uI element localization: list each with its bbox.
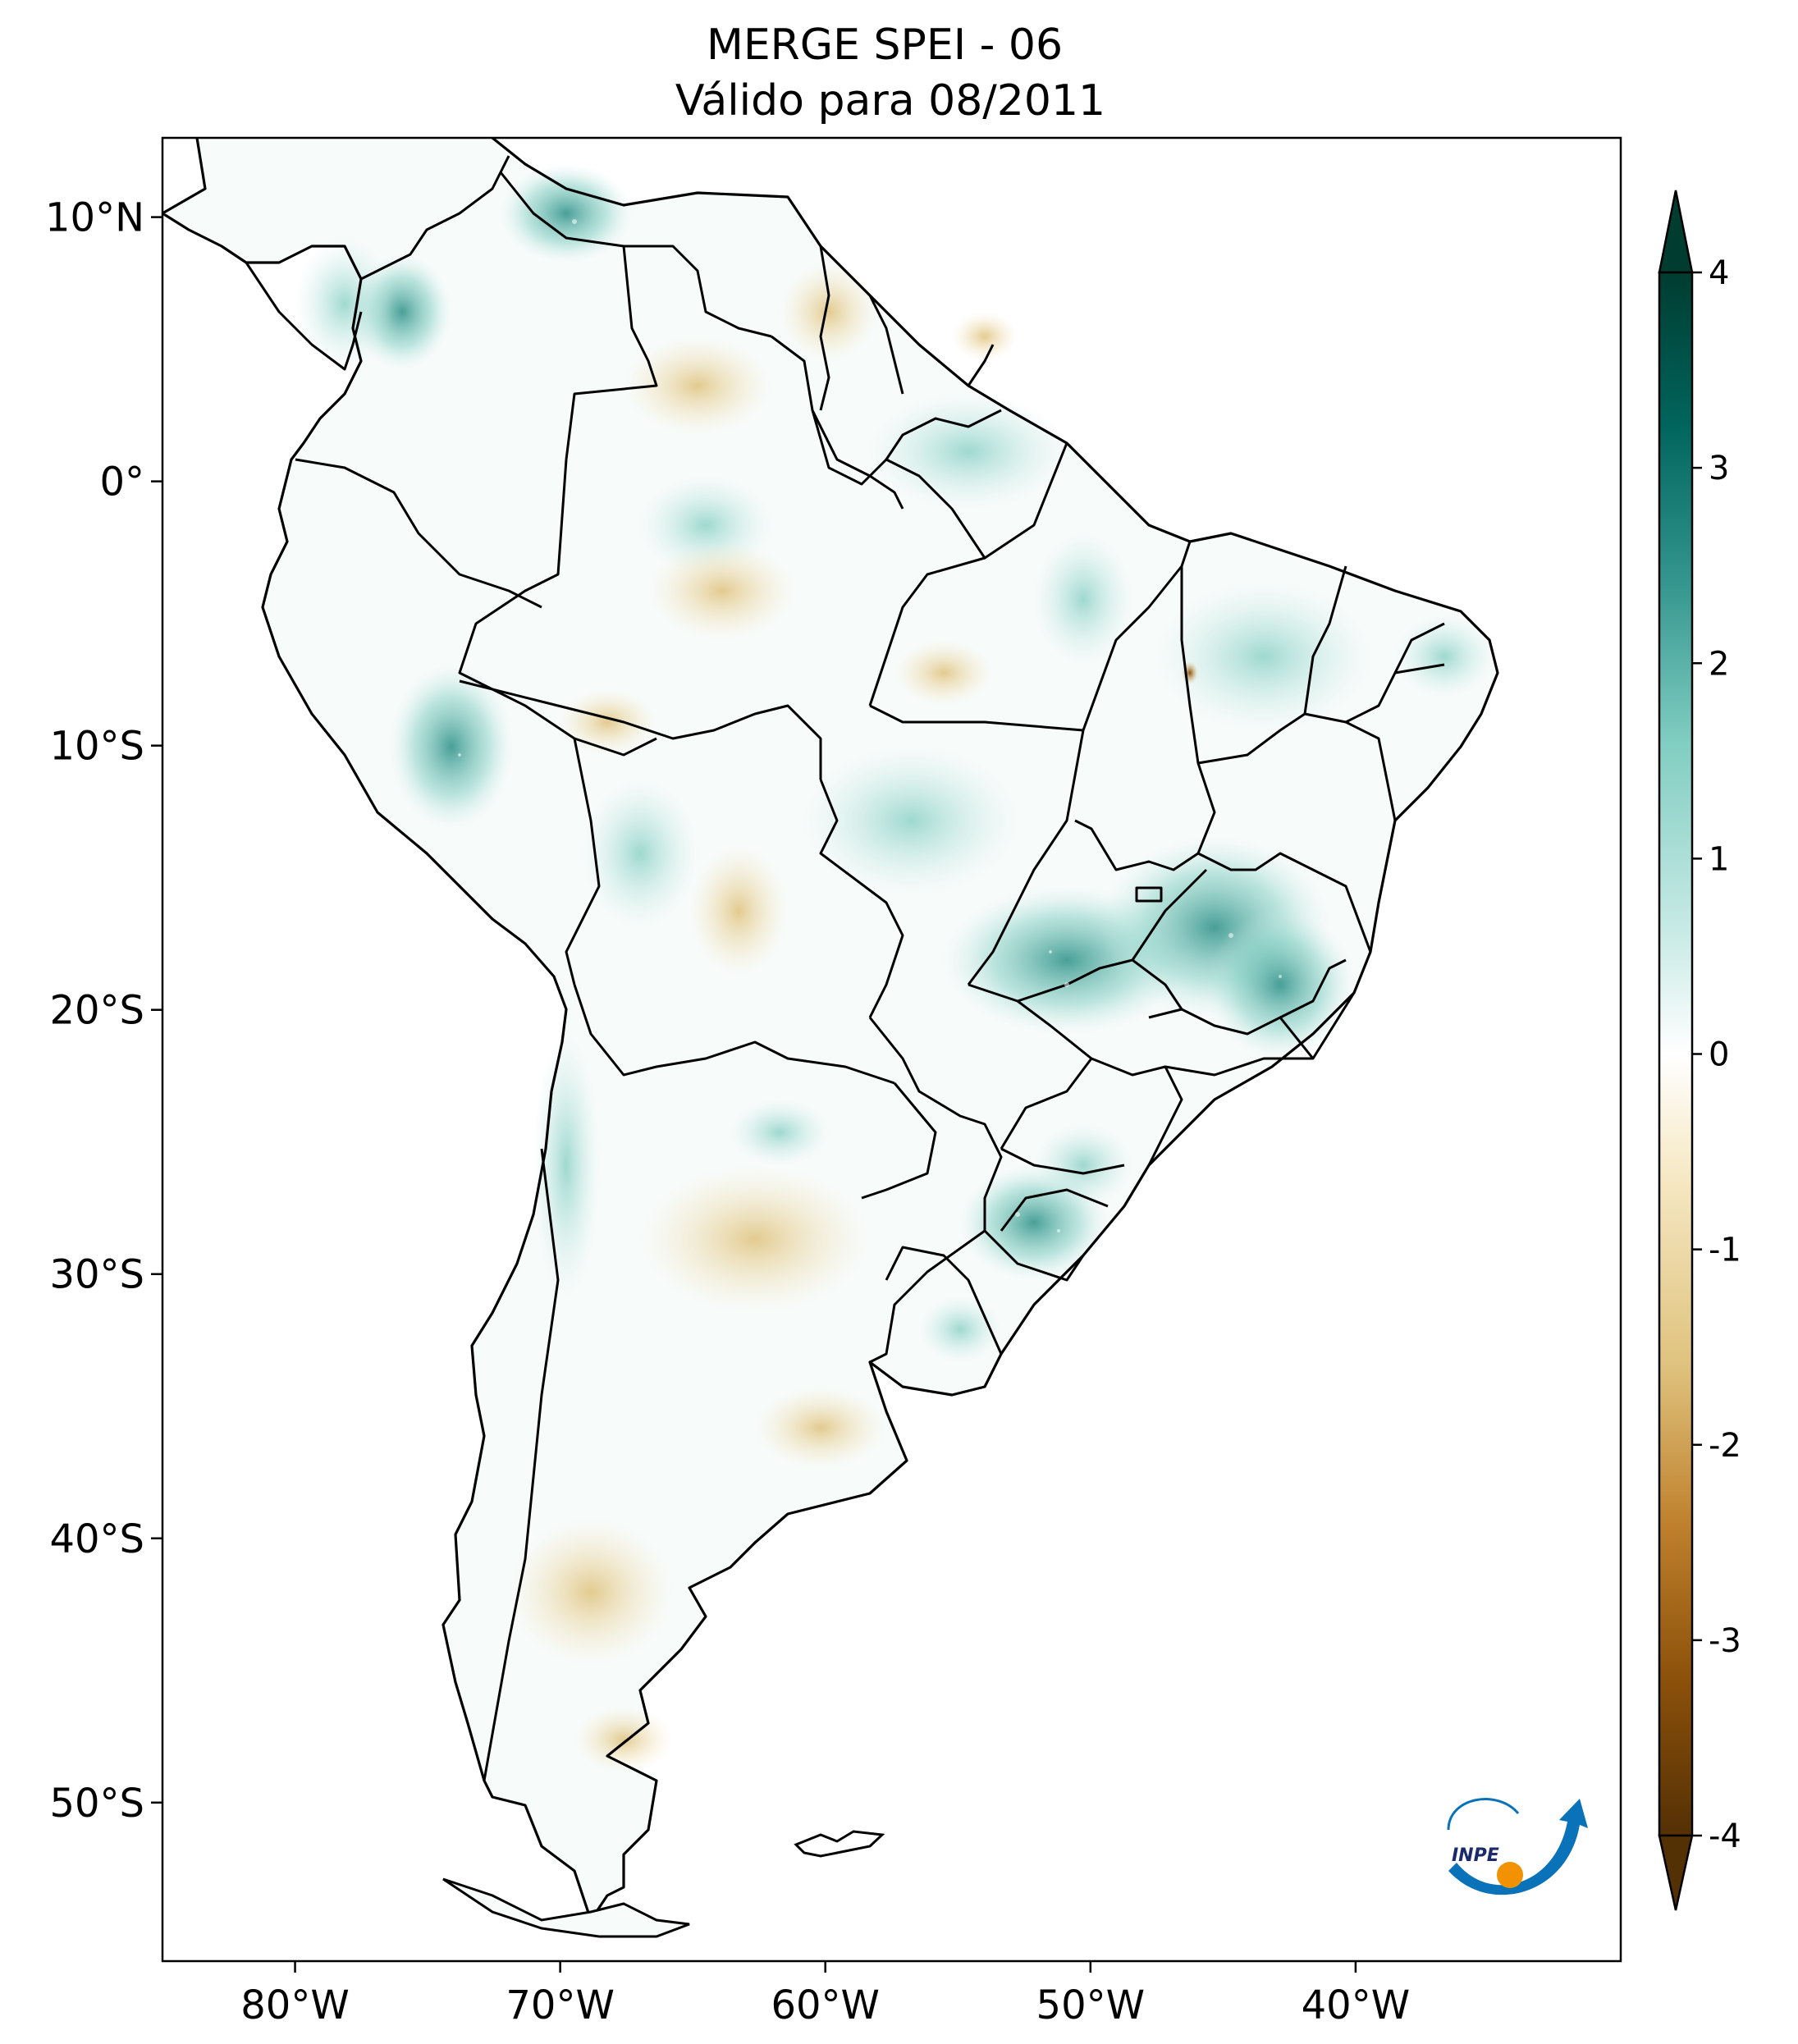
- lon-tick-label: 50°W: [1036, 1982, 1146, 2028]
- coastline: [162, 138, 1499, 1922]
- colorbar-extend-min: [1658, 1834, 1694, 1911]
- lon-tick-label: 70°W: [506, 1982, 615, 2028]
- map-title-line2: Válido para 08/2011: [675, 76, 1105, 126]
- lat-tick-label: 10°S: [49, 724, 144, 770]
- logo-text: INPE: [1452, 1845, 1499, 1866]
- lat-tick-label: 0°: [99, 460, 144, 505]
- wet-anomaly-shading: [295, 164, 1494, 1362]
- inpe-logo: INPE: [1447, 1798, 1588, 1895]
- lat-tick-label: 30°S: [49, 1252, 144, 1298]
- political-borders: [245, 155, 1445, 1781]
- map-frame: [161, 136, 1622, 1963]
- colorbar-tick-label: -1: [1709, 1232, 1741, 1269]
- colorbar-tick-label: -2: [1709, 1427, 1741, 1465]
- map-title-line1: MERGE SPEI - 06: [707, 21, 1063, 70]
- lat-tick-label: 50°S: [49, 1781, 144, 1827]
- lon-tick-label: 40°W: [1302, 1982, 1411, 2028]
- map-area: [162, 138, 1499, 1938]
- logo-orbit-arc: [1447, 1798, 1520, 1831]
- falkland-islands: [794, 1830, 885, 1858]
- colorbar-ticks: 4 3 2 1 0 -1 -2 -3 -4: [1692, 254, 1741, 1855]
- colorbar-tick-label: -4: [1709, 1818, 1741, 1855]
- dry-anomaly-shading: [509, 263, 1198, 1772]
- lat-tick-label: 10°N: [45, 195, 144, 241]
- colorbar-tick-label: 2: [1709, 645, 1729, 683]
- logo-orange-dot: [1497, 1862, 1523, 1888]
- colorbar: 4 3 2 1 0 -1 -2 -3 -4: [1658, 190, 1741, 1911]
- lat-tick-label: 20°S: [49, 988, 144, 1034]
- colorbar-tick-label: 1: [1709, 840, 1729, 878]
- logo-swoosh: [1448, 1799, 1588, 1895]
- colorbar-tick-label: -3: [1709, 1622, 1741, 1660]
- colorbar-bar: [1658, 271, 1694, 1837]
- lon-tick-label: 80°W: [240, 1982, 350, 2028]
- lon-tick-label: 60°W: [771, 1982, 880, 2028]
- colorbar-tick-label: 4: [1709, 254, 1729, 292]
- colorbar-tick-label: 3: [1709, 450, 1729, 487]
- lat-tick-label: 40°S: [49, 1516, 144, 1562]
- south-america-landmass: [162, 138, 1498, 1920]
- noise-texture: [458, 219, 1282, 1232]
- latitude-axis: 10°N 0° 10°S 20°S 30°S 40°S 50°S: [45, 195, 162, 1827]
- colorbar-extend-max: [1658, 190, 1694, 274]
- longitude-axis: 80°W 70°W 60°W 50°W 40°W: [240, 1961, 1410, 2028]
- tierra-del-fuego: [442, 1877, 690, 1938]
- colorbar-tick-label: 0: [1709, 1036, 1729, 1074]
